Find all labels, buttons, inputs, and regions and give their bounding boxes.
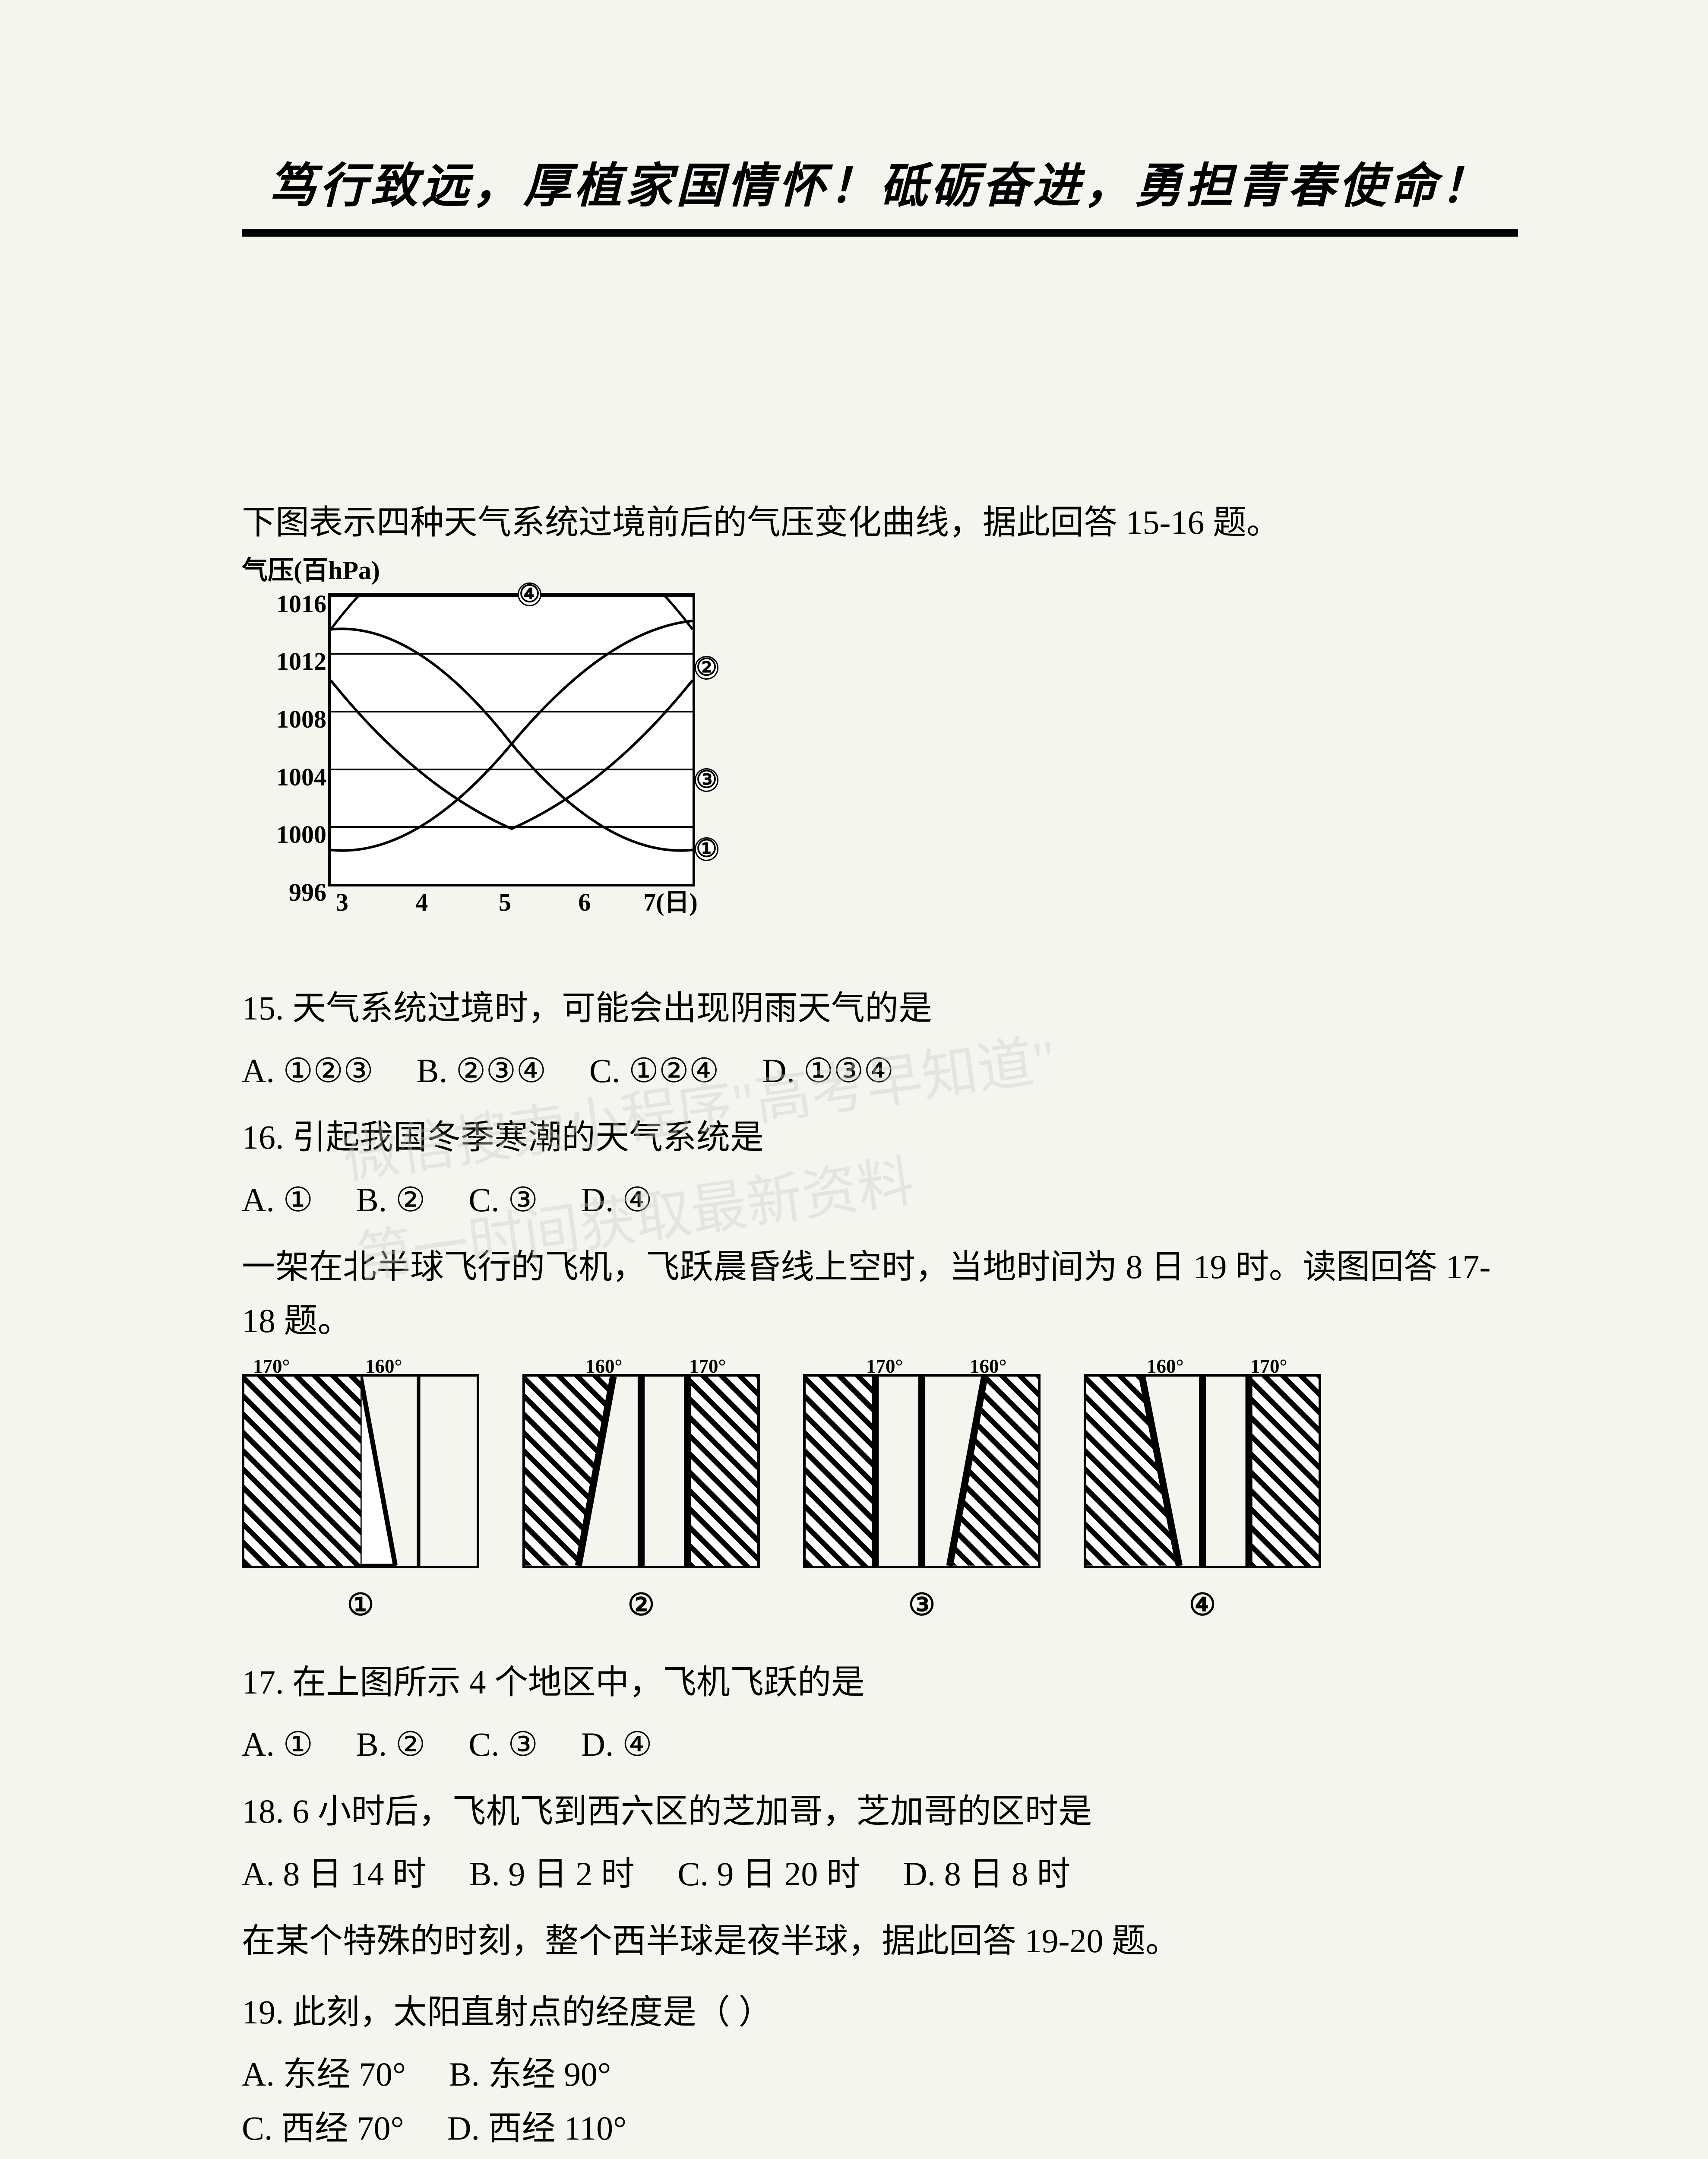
- q19-option-c: C. 西经 70°: [242, 2102, 404, 2156]
- q18-option-a: A. 8 日 14 时: [242, 1847, 426, 1901]
- terminator-diagrams: 170° 160° ① 160° 170°: [242, 1374, 1518, 1630]
- q17-option-d: D. ④: [581, 1718, 652, 1772]
- diagram-3-label: ③: [908, 1581, 936, 1630]
- x-tick: 3: [336, 883, 348, 923]
- y-tick: 996: [244, 873, 326, 913]
- q19-option-a: A. 东经 70°: [242, 2048, 406, 2102]
- q19-option-b: B. 东经 90°: [449, 2048, 611, 2102]
- q18-option-d: D. 8 日 8 时: [903, 1847, 1070, 1901]
- curve-label-4: ④: [518, 582, 541, 606]
- diagram-4: 160° 170° ④: [1084, 1374, 1321, 1630]
- q17-option-a: A. ①: [242, 1718, 313, 1772]
- intro-17-18: 一架在北半球飞行的飞机，飞跃晨昏线上空时，当地时间为 8 日 19 时。读图回答…: [242, 1240, 1518, 1348]
- q16-options: A. ① B. ② C. ③ D. ④: [242, 1173, 1518, 1227]
- q15-option-d: D. ①③④: [762, 1044, 894, 1098]
- intro-19-20: 在某个特殊的时刻，整个西半球是夜半球，据此回答 19-20 题。: [242, 1914, 1518, 1968]
- q15-option-a: A. ①②③: [242, 1044, 373, 1098]
- y-tick: 1012: [244, 642, 326, 682]
- chart-curves-svg: [331, 595, 693, 884]
- diagram-1-box: 170° 160°: [242, 1374, 479, 1568]
- q18-option-c: C. 9 日 20 时: [677, 1847, 860, 1901]
- y-tick: 1000: [244, 815, 326, 855]
- q16-text: 16. 引起我国冬季寒潮的天气系统是: [242, 1111, 1518, 1165]
- y-tick: 1008: [244, 700, 326, 740]
- q19-options: A. 东经 70° B. 东经 90° C. 西经 70° D. 西经 110°: [242, 2048, 1518, 2156]
- x-tick: 5: [499, 883, 511, 923]
- exam-page: 笃行致远，厚植家国情怀！砥砺奋进，勇担青春使命！ 下图表示四种天气系统过境前后的…: [0, 0, 1708, 2159]
- q16-option-b: B. ②: [356, 1173, 426, 1227]
- diagram-3-box: 170° 160°: [803, 1374, 1041, 1568]
- x-tick: 7(日): [643, 883, 698, 923]
- q19-text: 19. 此刻，太阳直射点的经度是（ ）: [242, 1985, 1518, 2039]
- diagram-4-label: ④: [1189, 1581, 1216, 1630]
- q19-option-d: D. 西经 110°: [447, 2102, 626, 2156]
- y-tick: 1016: [244, 584, 326, 624]
- motto-divider: [242, 229, 1518, 237]
- x-tick: 6: [578, 883, 591, 923]
- diagram-2: 160° 170° ②: [522, 1374, 760, 1630]
- question-19: 19. 此刻，太阳直射点的经度是（ ） A. 东经 70° B. 东经 90° …: [242, 1985, 1518, 2156]
- q15-options: A. ①②③ B. ②③④ C. ①②④ D. ①③④: [242, 1044, 1518, 1098]
- q15-option-c: C. ①②④: [589, 1044, 719, 1098]
- diagram-2-label: ②: [628, 1581, 655, 1630]
- q16-option-a: A. ①: [242, 1173, 313, 1227]
- q17-option-c: C. ③: [468, 1718, 538, 1772]
- diagram-1: 170° 160° ①: [242, 1374, 479, 1630]
- q15-option-b: B. ②③④: [417, 1044, 547, 1098]
- curve-label-1: ①: [695, 837, 718, 861]
- diagram-3: 170° 160° ③: [803, 1374, 1041, 1630]
- q16-option-c: C. ③: [468, 1173, 538, 1227]
- q17-text: 17. 在上图所示 4 个地区中，飞机飞跃的是: [242, 1656, 1518, 1709]
- q16-option-d: D. ④: [581, 1173, 652, 1227]
- curve-label-3: ③: [695, 768, 718, 792]
- x-tick: 4: [415, 883, 428, 923]
- y-tick: 1004: [244, 757, 326, 798]
- chart-plot-area: 1016 1012 1008 1004 1000 996 3 4 5 6 7(日…: [328, 593, 695, 886]
- page-motto: 笃行致远，厚植家国情怀！砥砺奋进，勇担青春使命！: [242, 147, 1518, 216]
- curve-label-2: ②: [695, 656, 718, 680]
- question-18: 18. 6 小时后，飞机飞到西六区的芝加哥，芝加哥的区时是 A. 8 日 14 …: [242, 1785, 1518, 1901]
- pressure-chart: 气压(百hPa) 1016 1012 1008 1004 1000 996 3 …: [242, 567, 717, 956]
- content-area: 下图表示四种天气系统过境前后的气压变化曲线，据此回答 15-16 题。 气压(百…: [242, 496, 1518, 2159]
- question-15: 15. 天气系统过境时，可能会出现阴雨天气的是 A. ①②③ B. ②③④ C.…: [242, 981, 1518, 1098]
- diagram-2-box: 160° 170°: [522, 1374, 760, 1568]
- q17-option-b: B. ②: [356, 1718, 426, 1772]
- diagram-1-label: ①: [347, 1581, 374, 1630]
- q18-options: A. 8 日 14 时 B. 9 日 2 时 C. 9 日 20 时 D. 8 …: [242, 1847, 1518, 1901]
- q18-option-b: B. 9 日 2 时: [469, 1847, 635, 1901]
- q18-text: 18. 6 小时后，飞机飞到西六区的芝加哥，芝加哥的区时是: [242, 1785, 1518, 1839]
- question-17: 17. 在上图所示 4 个地区中，飞机飞跃的是 A. ① B. ② C. ③ D…: [242, 1656, 1518, 1772]
- q17-options: A. ① B. ② C. ③ D. ④: [242, 1718, 1518, 1772]
- question-16: 16. 引起我国冬季寒潮的天气系统是 A. ① B. ② C. ③ D. ④: [242, 1111, 1518, 1227]
- diagram-4-box: 160° 170°: [1084, 1374, 1321, 1568]
- q15-text: 15. 天气系统过境时，可能会出现阴雨天气的是: [242, 981, 1518, 1035]
- intro-15-16: 下图表示四种天气系统过境前后的气压变化曲线，据此回答 15-16 题。: [242, 496, 1518, 550]
